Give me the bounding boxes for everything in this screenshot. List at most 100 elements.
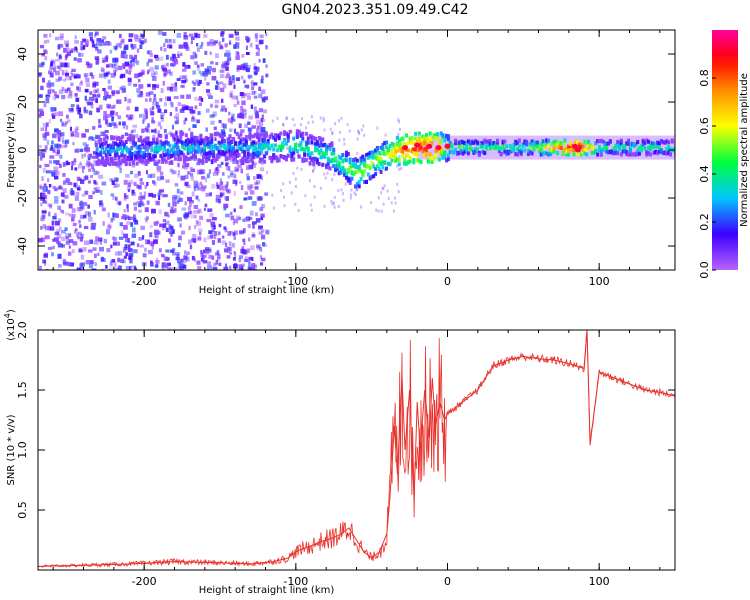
noise-cell [144,146,150,152]
noise-cell [84,190,89,196]
noise-cell [229,251,232,255]
band-cell [639,144,643,149]
band-cell [206,151,210,156]
noise-cell [122,124,126,129]
noise-cell [74,46,78,51]
band-cell [463,147,467,152]
noise-cell [121,50,126,55]
band-cell [352,158,356,163]
noise-cell [229,90,234,95]
heatmap-y-tick-label: 20 [16,95,29,109]
band-cell [412,147,416,152]
noise-cell [163,43,166,48]
noise-cell [177,259,181,264]
noise-cell [203,76,207,81]
noise-cell [182,68,187,72]
band-cell [344,150,348,155]
band-cell [363,163,367,168]
band-cell [192,144,196,149]
band-cell [157,159,161,164]
band-cell [235,149,239,154]
noise-cell [127,189,130,193]
band-cell [648,143,652,148]
noise-cell [177,174,180,178]
band-cell [410,135,414,140]
noise-cell [198,79,202,84]
band-cell [223,138,227,143]
noise-cell [285,117,288,121]
noise-cell [241,100,246,106]
heatmap-y-axis-label: Frequency (Hz) [6,112,17,188]
band-cell [350,171,354,176]
noise-cell [169,56,174,61]
band-cell [344,153,348,158]
band-cell [270,159,274,164]
noise-cell [131,46,135,50]
noise-cell [255,180,261,185]
noise-cell [310,208,313,212]
band-cell [479,142,483,147]
noise-cell [292,171,295,175]
noise-cell [132,227,136,233]
band-cell [223,143,227,148]
band-cell [141,140,145,145]
noise-cell [137,203,142,208]
noise-cell [179,191,184,195]
noise-cell [177,242,181,248]
band-cell [472,140,476,145]
noise-cell [341,192,344,196]
noise-cell [221,235,225,239]
band-cell [672,147,675,152]
noise-cell [105,119,109,125]
band-cell [279,154,283,159]
noise-cell [190,117,196,122]
band-cell [104,153,108,158]
band-cell [217,150,221,155]
noise-cell [218,262,222,267]
noise-cell [59,61,65,66]
noise-cell [206,70,211,75]
noise-cell [144,207,149,213]
band-cell [326,165,330,170]
noise-cell [238,255,244,259]
band-cell [368,153,372,158]
noise-cell [54,36,60,41]
band-hotspot [444,143,451,149]
noise-cell [234,31,240,36]
band-cell [321,154,325,159]
noise-cell [54,187,58,192]
band-cell [423,141,427,146]
noise-cell [257,197,262,202]
band-cell [117,155,121,160]
noise-cell [57,65,60,69]
band-hotspot [435,145,442,151]
band-cell [133,156,137,161]
band-cell [523,139,527,144]
noise-cell [74,93,78,97]
band-cell [113,141,117,146]
noise-cell [358,132,361,136]
band-cell [213,158,217,163]
band-cell [441,153,445,158]
noise-cell [78,52,84,57]
band-cell [439,147,443,152]
noise-cell [322,119,325,123]
noise-cell [349,193,352,197]
band-cell [607,149,611,154]
band-cell [668,152,672,157]
noise-cell [124,194,129,199]
noise-cell [158,108,162,113]
snr-y-axis-label: SNR (10 * v/v) [6,414,17,485]
noise-cell [222,133,226,137]
band-cell [397,162,401,167]
band-cell [330,141,334,146]
band-cell [483,138,487,143]
noise-cell [72,141,75,146]
band-cell [164,159,168,164]
band-cell [428,156,432,161]
noise-cell [331,132,334,136]
noise-cell [234,253,237,259]
band-cell [128,137,132,142]
noise-cell [196,260,201,265]
band-cell [441,133,445,138]
